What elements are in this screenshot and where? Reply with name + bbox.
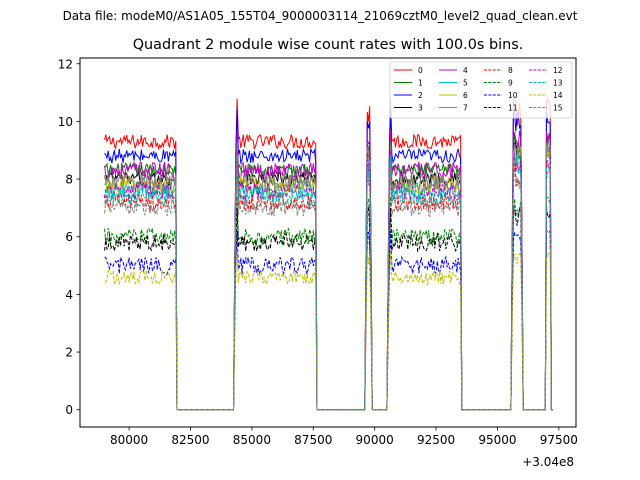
y-tick-label: 8: [65, 173, 73, 187]
legend-item: 15: [529, 104, 563, 113]
legend-item: 8: [484, 66, 513, 75]
legend-item: 14: [529, 91, 563, 100]
y-tick-label: 4: [65, 288, 73, 302]
x-axis-offset-label: +3.04e8: [522, 455, 574, 469]
legend-label: 1: [418, 79, 423, 88]
plot-frame: [79, 57, 577, 428]
series-layer: [104, 98, 553, 411]
legend-label: 0: [418, 66, 423, 75]
y-axis-ticks: 0 2 4 6 8 10 12: [58, 57, 80, 417]
y-tick-label: 6: [65, 230, 73, 244]
legend-item: 3: [394, 104, 423, 113]
x-axis-ticks: 80000 82500 85000 87500 90000 92500 95000 97500: [110, 427, 578, 447]
x-tick-label: 82500: [171, 433, 209, 447]
chart-title: Quadrant 2 module wise count rates with …: [133, 37, 524, 53]
legend-item: 10: [484, 91, 518, 100]
x-tick-label: 87500: [294, 433, 332, 447]
legend-label: 14: [553, 91, 563, 100]
legend-item: 12: [529, 66, 563, 75]
x-tick-label: 85000: [233, 433, 271, 447]
legend-item: 13: [529, 79, 563, 88]
legend-item: 2: [394, 91, 423, 100]
legend-item: 0: [394, 66, 423, 75]
x-tick-label: 80000: [110, 433, 148, 447]
legend-item: 6: [439, 91, 468, 100]
y-tick-label: 0: [65, 403, 73, 417]
legend-label: 12: [553, 66, 563, 75]
legend-label: 10: [508, 91, 518, 100]
legend-label: 9: [508, 79, 513, 88]
chart-suptitle: Data file: modeM0/AS1A05_155T04_90000031…: [63, 9, 578, 23]
legend-label: 3: [418, 104, 423, 113]
y-tick-label: 12: [58, 57, 73, 71]
legend-label: 15: [553, 104, 563, 113]
x-tick-label: 97500: [540, 433, 578, 447]
legend-label: 4: [463, 66, 468, 75]
legend-label: 2: [418, 91, 423, 100]
y-tick-label: 2: [65, 346, 73, 360]
legend-item: 7: [439, 104, 468, 113]
legend-item: 9: [484, 79, 513, 88]
y-tick-label: 10: [58, 115, 73, 129]
legend-label: 7: [463, 104, 468, 113]
legend-item: 11: [484, 104, 518, 113]
legend-item: 5: [439, 79, 468, 88]
x-tick-label: 90000: [356, 433, 394, 447]
legend-item: 1: [394, 79, 423, 88]
x-tick-label: 92500: [417, 433, 455, 447]
legend-label: 5: [463, 79, 468, 88]
series-line-15: [104, 166, 553, 411]
legend-box: [389, 61, 573, 119]
legend-label: 8: [508, 66, 513, 75]
legend-label: 11: [508, 104, 518, 113]
x-tick-label: 95000: [478, 433, 516, 447]
legend-label: 13: [553, 79, 563, 88]
legend-item: 4: [439, 66, 468, 75]
legend-label: 6: [463, 91, 468, 100]
